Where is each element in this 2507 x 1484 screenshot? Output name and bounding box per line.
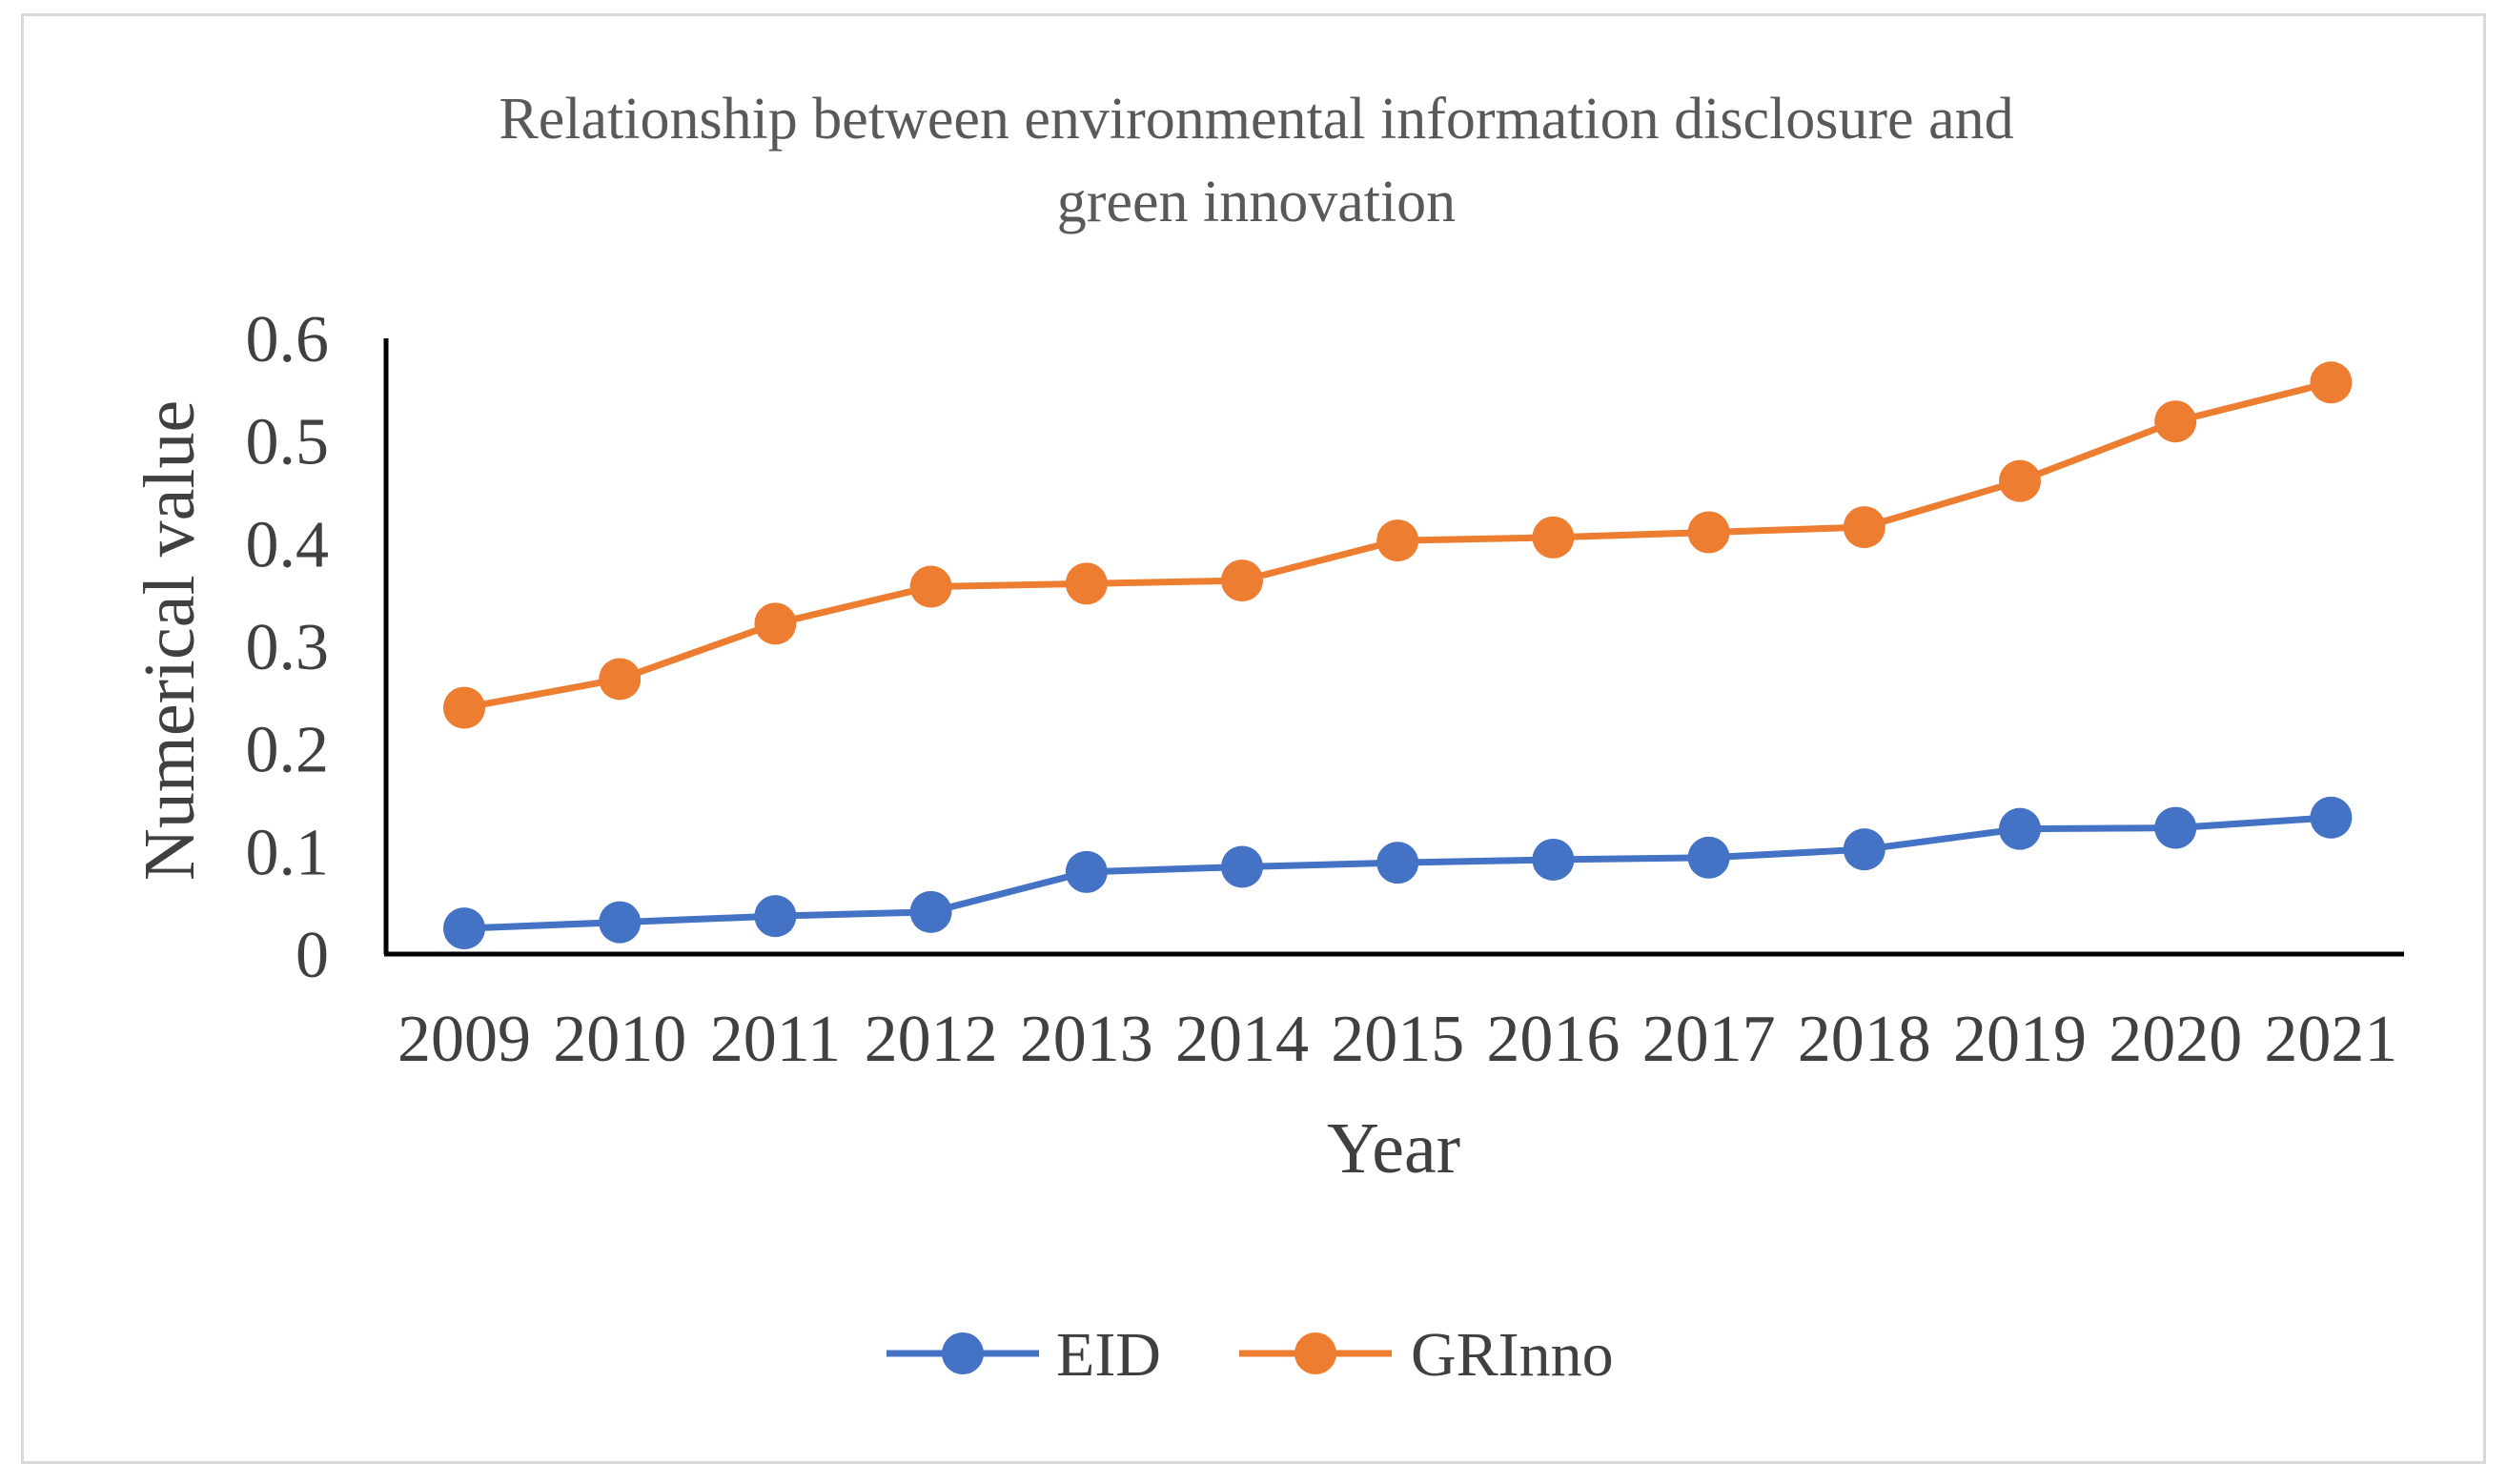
data-point-eid bbox=[1687, 836, 1730, 879]
data-point-eid bbox=[599, 901, 642, 944]
x-axis-title: Year bbox=[1327, 1108, 1460, 1189]
data-point-grinno bbox=[443, 686, 485, 729]
data-point-grinno bbox=[1376, 519, 1419, 562]
y-tick-label: 0.3 bbox=[246, 611, 330, 684]
x-tick-label: 2017 bbox=[1642, 1003, 1776, 1076]
data-point-eid bbox=[1221, 845, 1263, 888]
series-eid bbox=[443, 796, 2353, 950]
data-point-eid bbox=[2310, 796, 2353, 839]
chart-title-line-1: Relationship between environmental infor… bbox=[499, 87, 2013, 152]
data-point-eid bbox=[909, 890, 952, 933]
x-tick-label: 2014 bbox=[1175, 1003, 1309, 1076]
y-tick-label: 0 bbox=[296, 919, 329, 992]
x-tick-label: 2016 bbox=[1486, 1003, 1620, 1076]
data-point-grinno bbox=[1065, 562, 1108, 605]
data-point-grinno bbox=[909, 565, 952, 608]
x-tick-label: 2012 bbox=[865, 1003, 998, 1076]
y-axis-ticks: 0 0.1 0.2 0.3 0.4 0.5 0.6 bbox=[246, 303, 330, 992]
x-tick-label: 2019 bbox=[1953, 1003, 2087, 1076]
legend-item-grinno: GRInno bbox=[1239, 1320, 1614, 1390]
y-tick-label: 0.5 bbox=[246, 406, 330, 479]
legend-label-grinno: GRInno bbox=[1411, 1320, 1614, 1390]
x-tick-label: 2013 bbox=[1020, 1003, 1153, 1076]
data-point-eid bbox=[2154, 806, 2197, 849]
chart-title-line-2: green innovation bbox=[1057, 170, 1456, 234]
data-point-eid bbox=[1376, 842, 1419, 884]
data-point-grinno bbox=[1532, 516, 1575, 559]
data-point-eid bbox=[1532, 838, 1575, 881]
y-axis-title: Numerical value bbox=[130, 400, 210, 881]
y-tick-label: 0.2 bbox=[246, 714, 330, 787]
chart-frame bbox=[21, 13, 2486, 1464]
data-point-eid bbox=[1843, 828, 1885, 871]
data-point-eid bbox=[754, 895, 797, 938]
series-layer bbox=[443, 361, 2353, 950]
legend: EID GRInno bbox=[887, 1320, 1614, 1390]
data-point-grinno bbox=[1999, 459, 2041, 502]
x-tick-label: 2021 bbox=[2264, 1003, 2397, 1076]
data-point-grinno bbox=[1687, 511, 1730, 554]
y-tick-label: 0.4 bbox=[246, 508, 330, 581]
legend-item-eid: EID bbox=[887, 1320, 1161, 1390]
data-point-eid bbox=[1999, 807, 2041, 850]
chart-title: Relationship between environmental infor… bbox=[499, 87, 2013, 234]
x-tick-label: 2011 bbox=[710, 1003, 841, 1076]
y-tick-label: 0.1 bbox=[246, 816, 330, 889]
legend-swatch-marker-grinno bbox=[1294, 1332, 1336, 1374]
data-point-grinno bbox=[1843, 506, 1885, 549]
x-tick-label: 2018 bbox=[1798, 1003, 1931, 1076]
data-point-eid bbox=[1065, 850, 1108, 893]
data-point-grinno bbox=[2310, 361, 2353, 404]
x-tick-label: 2020 bbox=[2109, 1003, 2242, 1076]
y-axis-title-group: Numerical value bbox=[130, 400, 210, 881]
legend-swatch-marker-eid bbox=[942, 1332, 984, 1374]
data-point-grinno bbox=[1221, 559, 1263, 602]
series-grinno bbox=[443, 361, 2353, 729]
data-point-grinno bbox=[2154, 400, 2197, 443]
y-tick-label: 0.6 bbox=[246, 303, 330, 376]
x-tick-label: 2010 bbox=[553, 1003, 686, 1076]
data-point-eid bbox=[443, 907, 485, 950]
data-point-grinno bbox=[599, 658, 642, 701]
x-tick-label: 2015 bbox=[1331, 1003, 1464, 1076]
x-axis-ticks: 2009 2010 2011 2012 2013 2014 2015 2016 2017 2018… bbox=[397, 1003, 2397, 1076]
data-point-grinno bbox=[754, 602, 797, 645]
x-tick-label: 2009 bbox=[397, 1003, 531, 1076]
legend-label-eid: EID bbox=[1056, 1320, 1161, 1390]
